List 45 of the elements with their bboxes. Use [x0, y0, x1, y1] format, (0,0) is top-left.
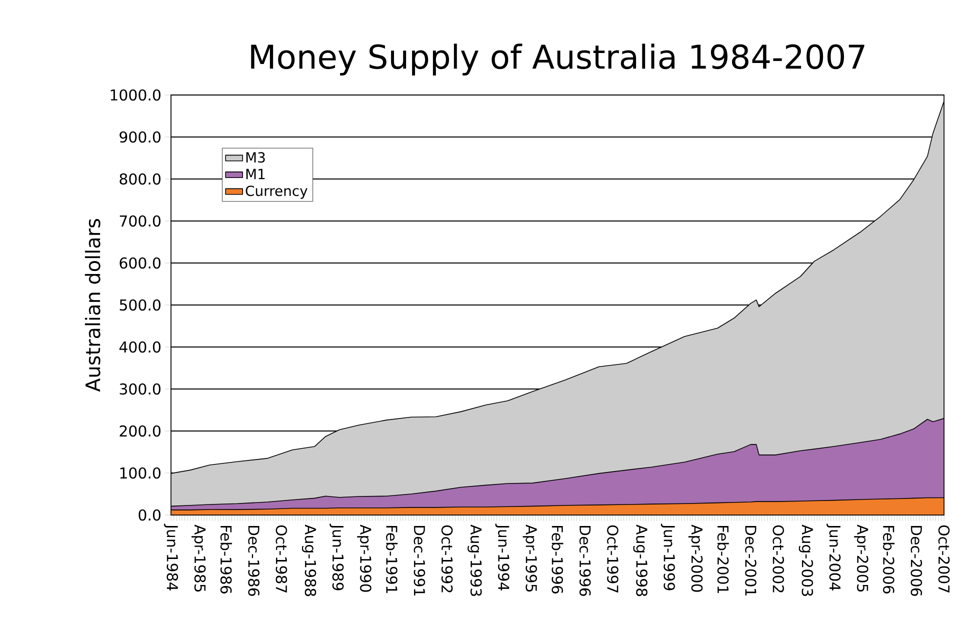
x-tick-label: Aug-1988 — [302, 524, 316, 596]
x-tick-label: Feb-1996 — [552, 526, 564, 594]
x-tick-label: Feb-1986 — [220, 526, 232, 594]
x-tick-label: Feb-1991 — [386, 526, 398, 594]
x-tick-label: Apr-1990 — [357, 524, 372, 592]
y-tick-label: 700.0 — [120, 215, 160, 227]
x-tick-label: Jun-1984 — [164, 524, 178, 590]
chart-title: Money Supply of Australia 1984-2007 — [251, 44, 864, 76]
x-tick-label: Oct-1987 — [276, 525, 288, 592]
x-tick-label: Feb-2001 — [717, 526, 729, 594]
y-tick-label: 300.0 — [120, 383, 160, 395]
y-tick-label: 600.0 — [120, 257, 160, 269]
x-tick-label: Dec-2001 — [745, 526, 756, 596]
x-tick-label: Aug-1998 — [633, 524, 648, 596]
y-axis-title: Australian dollars — [84, 219, 100, 392]
legend-label: Currency — [246, 186, 308, 199]
y-tick-label: 800.0 — [120, 173, 160, 185]
x-tick-label: Jun-1999 — [660, 524, 675, 590]
x-tick-label: Feb-2006 — [883, 526, 895, 594]
y-tick-label: 100.0 — [120, 467, 160, 479]
x-tick-label: Aug-2003 — [798, 524, 814, 596]
x-tick-label: Dec-2006 — [910, 526, 922, 596]
y-tick-label: 400.0 — [119, 341, 160, 353]
y-tick-label: 1000.0 — [110, 89, 160, 101]
x-tick-label: Oct-1997 — [607, 525, 618, 592]
legend-label: M1 — [246, 168, 265, 180]
x-tick-label: Oct-1992 — [441, 525, 453, 592]
y-tick-label: 500.0 — [120, 299, 160, 311]
x-tick-label: Oct-2007 — [938, 525, 950, 592]
x-tick-label: Jun-2004 — [826, 524, 841, 590]
x-tick-label: Apr-1995 — [522, 524, 537, 592]
x-tick-label: Jun-1989 — [330, 524, 344, 590]
y-tick-label: 900.0 — [120, 131, 160, 143]
x-tick-label: Dec-1991 — [414, 526, 426, 596]
legend-label: M3 — [246, 152, 265, 163]
y-tick-label: 200.0 — [120, 425, 160, 437]
x-tick-label: Oct-2002 — [772, 525, 784, 592]
y-tick-label: 0.0 — [138, 509, 160, 521]
x-tick-label: Aug-1993 — [468, 524, 482, 596]
x-tick-label: Dec-1986 — [248, 526, 260, 596]
x-tick-label: Apr-1985 — [192, 524, 206, 592]
x-tick-label: Dec-1996 — [579, 526, 591, 596]
x-tick-label: Jun-1994 — [495, 524, 510, 590]
x-tick-label: Apr-2005 — [854, 524, 868, 592]
x-tick-label: Apr-2000 — [688, 524, 703, 592]
